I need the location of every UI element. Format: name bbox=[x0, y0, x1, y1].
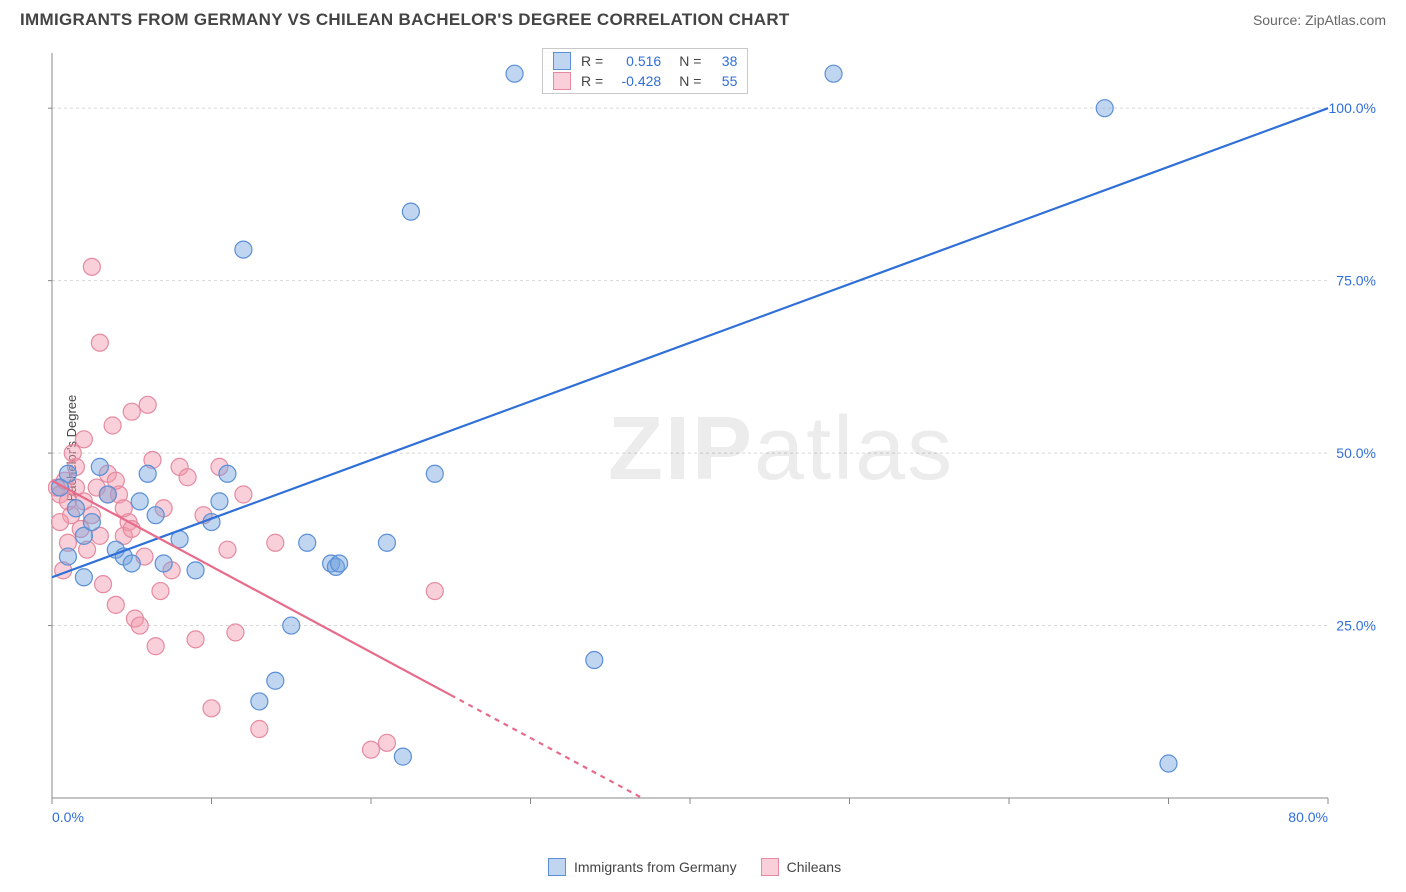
scatter-point bbox=[299, 534, 316, 551]
series-swatch bbox=[553, 72, 571, 90]
scatter-point bbox=[251, 693, 268, 710]
scatter-point bbox=[123, 403, 140, 420]
n-value: 55 bbox=[709, 73, 737, 89]
scatter-point bbox=[83, 258, 100, 275]
chart-title: IMMIGRANTS FROM GERMANY VS CHILEAN BACHE… bbox=[20, 10, 790, 30]
x-tick-label: 0.0% bbox=[52, 809, 84, 825]
scatter-point bbox=[586, 652, 603, 669]
scatter-point bbox=[155, 555, 172, 572]
legend: Immigrants from Germany Chileans bbox=[548, 858, 841, 876]
scatter-point bbox=[179, 469, 196, 486]
series-swatch bbox=[553, 52, 571, 70]
scatter-point bbox=[267, 672, 284, 689]
stat-row: R = -0.428 N = 55 bbox=[543, 71, 747, 91]
scatter-point bbox=[363, 741, 380, 758]
scatter-point bbox=[107, 596, 124, 613]
scatter-point bbox=[402, 203, 419, 220]
scatter-point bbox=[147, 507, 164, 524]
scatter-point bbox=[235, 241, 252, 258]
scatter-point bbox=[426, 583, 443, 600]
legend-label: Chileans bbox=[787, 859, 841, 875]
y-tick-label: 50.0% bbox=[1336, 445, 1376, 461]
scatter-point bbox=[227, 624, 244, 641]
legend-item: Chileans bbox=[761, 858, 841, 876]
r-label: R = bbox=[581, 53, 603, 69]
scatter-point bbox=[64, 445, 81, 462]
scatter-point bbox=[267, 534, 284, 551]
scatter-point bbox=[825, 65, 842, 82]
scatter-point bbox=[152, 583, 169, 600]
legend-label: Immigrants from Germany bbox=[574, 859, 737, 875]
scatter-point bbox=[378, 734, 395, 751]
scatter-point bbox=[139, 465, 156, 482]
scatter-point bbox=[219, 465, 236, 482]
y-tick-label: 75.0% bbox=[1336, 273, 1376, 289]
x-tick-label: 80.0% bbox=[1288, 809, 1328, 825]
y-tick-label: 25.0% bbox=[1336, 618, 1376, 634]
r-value: 0.516 bbox=[611, 53, 661, 69]
scatter-point bbox=[75, 569, 92, 586]
scatter-point bbox=[131, 617, 148, 634]
scatter-point bbox=[394, 748, 411, 765]
scatter-point bbox=[51, 514, 68, 531]
scatter-point bbox=[506, 65, 523, 82]
scatter-point bbox=[147, 638, 164, 655]
scatter-point bbox=[59, 548, 76, 565]
chart-area: Bachelor's Degree 25.0%50.0%75.0%100.0%0… bbox=[48, 48, 1388, 848]
scatter-point bbox=[123, 555, 140, 572]
stats-box: R = 0.516 N = 38 R = -0.428 N = 55 bbox=[542, 48, 748, 94]
trend-line bbox=[52, 108, 1328, 577]
scatter-point bbox=[1160, 755, 1177, 772]
scatter-plot: 25.0% 50.0% 75.0% 100.0% 0.0% 80.0% bbox=[48, 48, 1388, 828]
scatter-point bbox=[426, 465, 443, 482]
scatter-point bbox=[59, 465, 76, 482]
scatter-point bbox=[211, 493, 228, 510]
scatter-point bbox=[235, 486, 252, 503]
scatter-point bbox=[219, 541, 236, 558]
trend-line bbox=[52, 481, 451, 695]
stat-row: R = 0.516 N = 38 bbox=[543, 51, 747, 71]
scatter-point bbox=[67, 500, 84, 517]
legend-swatch bbox=[761, 858, 779, 876]
scatter-point bbox=[187, 562, 204, 579]
n-value: 38 bbox=[709, 53, 737, 69]
legend-item: Immigrants from Germany bbox=[548, 858, 737, 876]
r-value: -0.428 bbox=[611, 73, 661, 89]
scatter-point bbox=[95, 576, 112, 593]
scatter-point bbox=[115, 500, 132, 517]
scatter-point bbox=[99, 486, 116, 503]
scatter-point bbox=[104, 417, 121, 434]
r-label: R = bbox=[581, 73, 603, 89]
scatter-point bbox=[75, 431, 92, 448]
scatter-point bbox=[187, 631, 204, 648]
n-label: N = bbox=[679, 73, 701, 89]
trend-line-dashed bbox=[451, 695, 642, 798]
scatter-point bbox=[331, 555, 348, 572]
scatter-point bbox=[91, 334, 108, 351]
scatter-point bbox=[131, 493, 148, 510]
scatter-point bbox=[283, 617, 300, 634]
scatter-point bbox=[91, 458, 108, 475]
scatter-point bbox=[251, 721, 268, 738]
legend-swatch bbox=[548, 858, 566, 876]
y-tick-label: 100.0% bbox=[1329, 100, 1376, 116]
scatter-point bbox=[1096, 100, 1113, 117]
source-label: Source: ZipAtlas.com bbox=[1253, 12, 1386, 28]
scatter-point bbox=[139, 396, 156, 413]
scatter-point bbox=[378, 534, 395, 551]
scatter-point bbox=[203, 700, 220, 717]
n-label: N = bbox=[679, 53, 701, 69]
scatter-point bbox=[83, 514, 100, 531]
